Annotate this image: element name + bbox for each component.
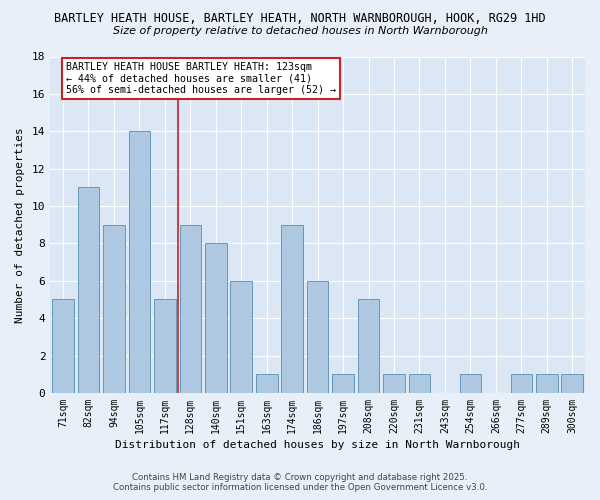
Bar xyxy=(307,281,328,393)
Bar xyxy=(409,374,430,393)
Bar xyxy=(77,188,100,393)
Y-axis label: Number of detached properties: Number of detached properties xyxy=(15,127,25,322)
Bar xyxy=(103,224,125,393)
Text: Size of property relative to detached houses in North Warnborough: Size of property relative to detached ho… xyxy=(113,26,487,36)
Bar xyxy=(358,300,379,393)
Bar xyxy=(332,374,354,393)
Bar xyxy=(511,374,532,393)
Bar xyxy=(128,132,150,393)
Bar xyxy=(52,300,74,393)
Text: BARTLEY HEATH HOUSE BARTLEY HEATH: 123sqm
← 44% of detached houses are smaller (: BARTLEY HEATH HOUSE BARTLEY HEATH: 123sq… xyxy=(67,62,337,94)
Bar xyxy=(230,281,252,393)
Bar xyxy=(154,300,176,393)
X-axis label: Distribution of detached houses by size in North Warnborough: Distribution of detached houses by size … xyxy=(115,440,520,450)
Bar xyxy=(256,374,278,393)
Bar xyxy=(281,224,303,393)
Bar xyxy=(460,374,481,393)
Bar xyxy=(383,374,405,393)
Bar xyxy=(205,244,227,393)
Bar xyxy=(179,224,201,393)
Text: BARTLEY HEATH HOUSE, BARTLEY HEATH, NORTH WARNBOROUGH, HOOK, RG29 1HD: BARTLEY HEATH HOUSE, BARTLEY HEATH, NORT… xyxy=(54,12,546,26)
Bar xyxy=(562,374,583,393)
Text: Contains HM Land Registry data © Crown copyright and database right 2025.
Contai: Contains HM Land Registry data © Crown c… xyxy=(113,473,487,492)
Bar xyxy=(536,374,557,393)
